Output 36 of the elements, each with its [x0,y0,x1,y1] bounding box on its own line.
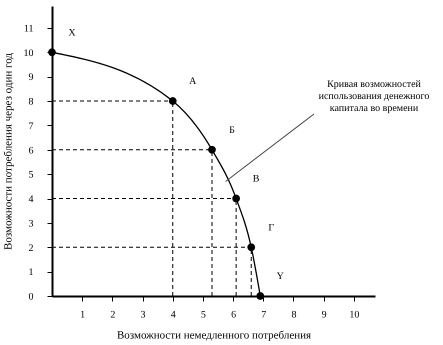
y-tick-label: 2 [28,242,34,254]
point [256,292,264,300]
x-tick-label: 5 [200,310,206,320]
point [168,97,177,105]
annotation: A [189,76,198,88]
x-tick-label: 8 [291,310,296,320]
x-tick-label: 4 [170,310,176,320]
x-axis-title: Возможности немедленного потребления [116,330,312,342]
annotation: Y [276,271,284,282]
x-tick-label: 9 [322,310,327,320]
y-tick-label: 9 [28,72,34,84]
point [232,194,240,202]
annotation: Г [268,222,274,234]
x-tick-label: 2 [110,310,116,320]
y-tick-label: 11 [24,23,34,34]
annotation: Б [229,124,236,136]
y-axis-title: Возможности потребления через один год [2,52,14,250]
x-tick-label: 6 [231,310,236,320]
y-tick-label: 6 [28,145,34,156]
x-tick-label: 7 [261,310,266,320]
point [247,243,256,252]
y-tick-label: 3 [28,218,34,230]
annotation: Кривая возможностей использования денежного капитала во времени [318,79,430,114]
y-tick-label: 10 [24,48,34,59]
y-tick-label: 1 [28,267,34,278]
point [208,146,216,154]
y-tick-label: 0 [28,292,34,302]
y-tick-label: 8 [28,96,34,108]
y-tick-label: 7 [28,120,34,132]
x-tick-label: 10 [349,310,360,320]
y-tick-label: 5 [28,170,34,181]
y-tick-label: 4 [28,194,34,206]
annotation: X [68,27,76,38]
x-tick-label: 3 [140,310,146,320]
x-tick-label: 1 [80,310,86,320]
annotation: В [252,174,260,185]
